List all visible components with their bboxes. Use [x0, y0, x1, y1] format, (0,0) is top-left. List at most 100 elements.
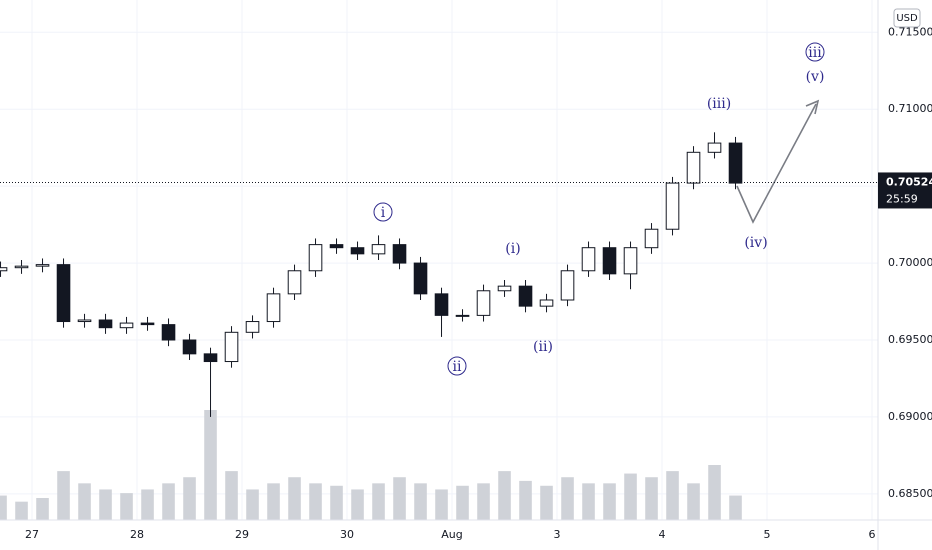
candle-body [182, 339, 197, 355]
candle-body [581, 247, 596, 272]
y-tick-label: 0.71500 [888, 25, 932, 38]
volume-bar [330, 485, 343, 520]
candle-body [35, 264, 50, 267]
candle-body [14, 265, 29, 269]
candle-body [245, 321, 260, 333]
currency-box[interactable] [893, 8, 921, 28]
candle-body [455, 314, 470, 317]
volume-bar [540, 485, 553, 520]
volume-bar [204, 410, 217, 520]
candle-body [266, 293, 281, 323]
wave-label: ii [453, 359, 462, 375]
volume-bar [351, 489, 364, 520]
wave-label: (iv) [744, 235, 767, 251]
wave-label: (i) [505, 241, 520, 257]
candle-body [539, 299, 554, 307]
volume-bar [645, 477, 658, 520]
candle-body [497, 285, 512, 292]
volume-bar [267, 483, 280, 520]
countdown: 25:59 [886, 192, 918, 205]
candle-body [434, 293, 449, 316]
y-tick-label: 0.68500 [888, 487, 932, 500]
candle-body [392, 244, 407, 264]
volume-bar [435, 489, 448, 520]
candle-body [140, 322, 155, 326]
volume-bar [687, 483, 700, 520]
volume-bar [477, 483, 490, 520]
x-tick-label: 30 [340, 528, 354, 541]
volume-bar [120, 493, 133, 520]
x-tick-label: 4 [659, 528, 666, 541]
y-tick-label: 0.70000 [888, 256, 932, 269]
wave-circle [805, 42, 825, 62]
volume-bar [582, 483, 595, 520]
currency: USD [896, 13, 918, 24]
candle-body [476, 290, 491, 316]
volume-bar [36, 498, 49, 520]
volume-bar [729, 495, 742, 520]
volume-bar [624, 473, 637, 520]
candle-body [518, 285, 533, 307]
volume-bar [246, 489, 259, 520]
candle-body [329, 244, 344, 249]
arrow-head [805, 99, 820, 115]
volume-bar [162, 483, 175, 520]
volume-bar [456, 485, 469, 520]
volume-bar [225, 471, 238, 520]
x-tick-label: 3 [554, 528, 561, 541]
candle-body [98, 319, 113, 329]
volume-bar [57, 471, 70, 520]
candle-body [371, 244, 386, 255]
x-tick-label: 6 [869, 528, 876, 541]
wave-circle [447, 356, 467, 376]
volume-bar [393, 477, 406, 520]
wave-label: (iii) [707, 96, 731, 112]
wave-label: (v) [806, 69, 825, 85]
candle-body [644, 228, 659, 249]
candle-body [308, 244, 323, 272]
volume-bar [78, 483, 91, 520]
volume-bar [498, 471, 511, 520]
wave-label: (ii) [533, 339, 553, 355]
candle-body [203, 353, 218, 363]
volume-bar [666, 471, 679, 520]
volume-bar [414, 483, 427, 520]
volume-bar [15, 501, 28, 520]
volume-bar [183, 477, 196, 520]
projection-path [736, 103, 817, 224]
candle-body [224, 331, 239, 363]
volume-bar [708, 465, 721, 520]
candle-body [77, 319, 92, 323]
candle-body [287, 270, 302, 295]
candle-body [728, 142, 743, 184]
x-tick-label: Aug [441, 528, 462, 541]
last-price-label: 0.70524 [886, 175, 932, 188]
wave-label: iii [808, 45, 822, 61]
volume-bar [309, 483, 322, 520]
candle-body [707, 142, 722, 153]
volume-bar [561, 477, 574, 520]
candle-body [56, 264, 71, 323]
candle-body [602, 247, 617, 275]
volume-bar [519, 480, 532, 520]
x-tick-label: 29 [235, 528, 249, 541]
volume-bar [603, 483, 616, 520]
wave-circle [373, 202, 393, 222]
candle-body [119, 322, 134, 329]
volume-bar [99, 489, 112, 520]
last-price-box [878, 172, 932, 209]
y-tick-label: 0.69000 [888, 410, 932, 423]
candle-body [350, 247, 365, 255]
candle-body [623, 247, 638, 275]
volume-bar [372, 483, 385, 520]
x-tick-label: 27 [25, 528, 39, 541]
candle-body [686, 151, 701, 184]
wave-label: i [381, 205, 386, 221]
y-tick-label: 0.71000 [888, 102, 932, 115]
volume-bar [288, 477, 301, 520]
candle-body [560, 270, 575, 301]
candle-body [665, 182, 680, 230]
volume-bar [141, 489, 154, 520]
